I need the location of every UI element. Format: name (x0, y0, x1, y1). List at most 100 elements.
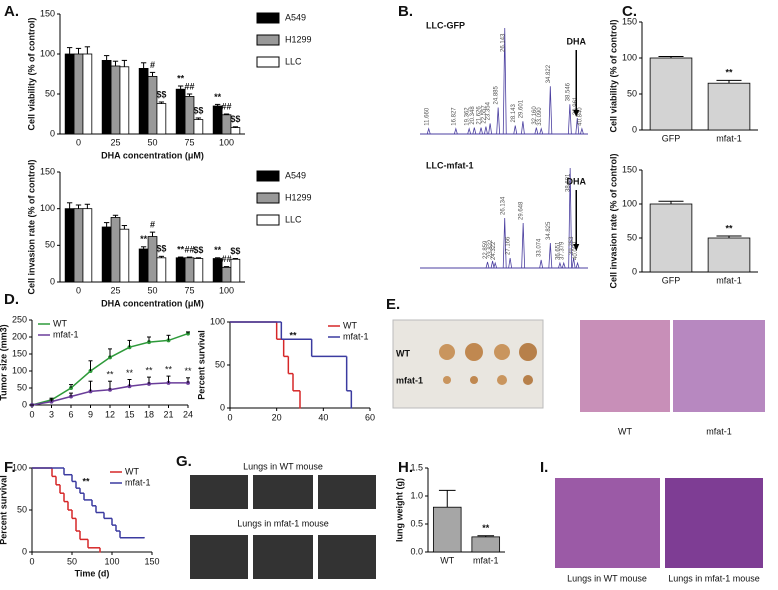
peak (558, 261, 562, 269)
chart-title: LLC-mfat-1 (426, 160, 474, 170)
y-tick-label: 100 (40, 203, 55, 213)
bar (110, 65, 121, 135)
peak-label: 26.143 (500, 33, 506, 52)
y-axis-label: lung weight (g) (394, 478, 404, 542)
ct-scan (190, 535, 248, 579)
significance: ** (177, 244, 185, 254)
y-tick-label: 150 (40, 166, 55, 176)
x-tick-label: 100 (104, 556, 119, 566)
peak (521, 121, 525, 135)
bar (119, 66, 130, 135)
y-axis-label: Percent survival (196, 330, 206, 400)
bar (193, 119, 204, 135)
peak-label: 38.601 (566, 173, 572, 192)
caption: Lungs in mfat-1 mouse (668, 573, 760, 583)
x-tick-label: 24 (183, 409, 193, 419)
y-tick-label: 50 (17, 504, 27, 514)
significance: ** (725, 223, 733, 233)
y-axis-label: Tumor size (mm3) (0, 324, 8, 400)
tumor (465, 343, 483, 361)
annotation: DHA (566, 36, 586, 46)
panel-label: B. (398, 3, 413, 20)
arrow-head (573, 244, 580, 251)
chart-title: LLC-GFP (426, 20, 465, 30)
y-tick-label: 0 (22, 546, 27, 556)
x-tick-label: mfat-1 (716, 275, 742, 285)
x-tick-label: 50 (147, 285, 157, 295)
y-tick-label: 50 (627, 232, 637, 242)
x-tick-label: 75 (184, 285, 194, 295)
x-tick-label: 3 (49, 409, 54, 419)
significance: ** (82, 476, 90, 486)
x-tick-label: 25 (110, 285, 120, 295)
y-tick-label: 0 (22, 399, 27, 409)
peak-label: 29.601 (518, 99, 524, 118)
peak (521, 222, 526, 269)
legend-swatch (256, 192, 280, 204)
y-tick-label: 50 (627, 88, 637, 98)
y-tick-label: 0.0 (410, 546, 423, 556)
tumor (443, 376, 451, 384)
bar (230, 127, 241, 135)
peak-label: 20.348 (470, 106, 476, 125)
y-tick-label: 0 (50, 128, 55, 138)
significance: ** (214, 245, 222, 255)
panel-label: C. (622, 3, 637, 20)
caption: Lungs in mfat-1 mouse (237, 518, 329, 528)
y-tick-label: 0.5 (410, 518, 423, 528)
peak (548, 242, 553, 269)
caption: mfat-1 (706, 426, 732, 436)
y-axis-label: Percent survival (0, 475, 8, 545)
y-tick-label: 150 (622, 164, 637, 174)
x-axis-label: DHA concentration (μM) (101, 150, 204, 160)
chart: 0 50 100 Percent survival Time (d) 0 50 100 150 W… (0, 462, 160, 578)
chart: 0 50 100 150 200 250 Tumor size (mm3) 0 3 6 9 12 15 1… (0, 314, 193, 419)
bar (138, 68, 149, 135)
histology-wt (580, 320, 670, 412)
significance: $$ (156, 244, 166, 254)
legend-label: mfat-1 (343, 331, 369, 341)
significance: ## (221, 101, 231, 111)
legend-label: mfat-1 (125, 477, 151, 487)
step-end (299, 407, 301, 409)
ct-scan (190, 475, 248, 509)
chart: 0 50 100 150 Cell viability (% of control) DH… (26, 8, 311, 160)
bar (119, 228, 130, 283)
bar (156, 103, 167, 135)
x-tick-label: 21 (163, 409, 173, 419)
x-tick-label: 100 (219, 137, 234, 147)
peak-label: 36.651 (555, 241, 561, 260)
tumor (497, 375, 507, 385)
peak (580, 127, 584, 135)
significance: ** (184, 366, 192, 376)
peak (575, 261, 580, 269)
legend-label: H1299 (285, 34, 312, 44)
legend-label: LLC (285, 214, 302, 224)
x-tick-label: 50 (67, 556, 77, 566)
peak-label: 23.822 (488, 239, 494, 258)
legend-label: LLC (285, 56, 302, 66)
x-tick-label: 0 (29, 556, 34, 566)
significance: ## (221, 254, 231, 264)
x-axis-label: DHA concentration (μM) (101, 298, 204, 308)
panel-label: F. (4, 459, 16, 476)
tumor (494, 344, 510, 360)
peak-label: 22.557 (482, 105, 488, 124)
tumor (523, 375, 533, 385)
bar (432, 506, 462, 553)
bar (471, 536, 501, 553)
y-tick-label: 0 (220, 402, 225, 412)
x-tick-label: 0 (227, 412, 232, 422)
peak (571, 257, 576, 269)
peak (568, 167, 573, 269)
peak-label: 27.166 (506, 236, 512, 255)
tumor (519, 343, 537, 361)
bar (649, 57, 693, 131)
y-tick-label: 0 (50, 276, 55, 286)
significance: ** (145, 365, 153, 375)
bar (707, 82, 751, 131)
legend-swatch (256, 34, 280, 46)
peak (493, 261, 498, 269)
significance: ## (184, 244, 194, 254)
